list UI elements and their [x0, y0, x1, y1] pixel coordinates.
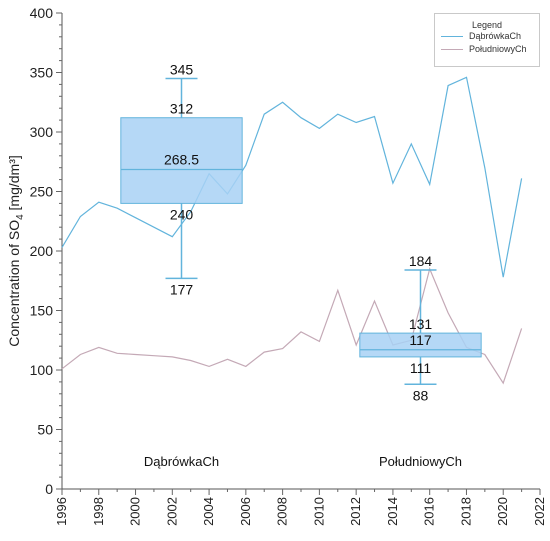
y-axis-label-main: Concentration of SO — [6, 220, 22, 347]
x-tick-label: 1998 — [91, 497, 106, 526]
y-tick-label: 0 — [45, 481, 53, 497]
legend-item-poludniowy: PołudniowyCh — [435, 43, 539, 56]
y-tick-label: 300 — [30, 124, 54, 140]
y-axis-label: Concentration of SO4 [mg/dm³] — [6, 155, 26, 347]
boxplot-group-label-1: PołudniowyCh — [379, 454, 462, 469]
x-tick-label: 2008 — [275, 497, 290, 526]
y-tick-label: 250 — [30, 184, 54, 200]
series-line-1 — [61, 267, 523, 385]
x-tick-label: 2002 — [164, 497, 179, 526]
boxplot-q1-label-0: 240 — [170, 206, 194, 222]
legend-label-poludniowy: PołudniowyCh — [469, 44, 527, 54]
x-tick-label: 2016 — [422, 497, 437, 526]
x-tick-label: 2014 — [385, 497, 400, 526]
x-tick-label: 2006 — [238, 497, 253, 526]
y-tick-label: 100 — [30, 362, 54, 378]
boxplot-q3-label-0: 312 — [170, 101, 194, 117]
x-tick-label: 2020 — [495, 497, 510, 526]
x-tick-label: 2000 — [128, 497, 143, 526]
legend-title: Legend — [471, 20, 503, 30]
series-line-0 — [61, 76, 523, 278]
x-tick-label: 2004 — [201, 497, 216, 526]
y-tick-label: 50 — [37, 422, 53, 438]
legend-swatch-dabrowka — [441, 36, 463, 37]
boxplot-box-0 — [120, 117, 243, 204]
y-tick-label: 200 — [30, 243, 54, 259]
legend-item-dabrowka: DąbrówkaCh — [435, 30, 539, 43]
boxplot-min-label-0: 177 — [170, 281, 194, 297]
boxplot-q3-label-1: 131 — [409, 316, 433, 332]
y-tick-label: 350 — [30, 65, 54, 81]
boxplot-q1-label-1: 111 — [410, 360, 431, 376]
legend-swatch-poludniowy — [441, 49, 463, 50]
x-tick-label: 1996 — [54, 497, 69, 526]
x-tick-label: 2012 — [348, 497, 363, 526]
boxplot-median-label-1: 117 — [409, 332, 432, 348]
x-tick-label: 2010 — [311, 497, 326, 526]
x-tick-label: 2022 — [532, 497, 547, 526]
y-axis-label-unit: [mg/dm³] — [6, 155, 22, 214]
boxplot-max-label-1: 184 — [409, 253, 433, 269]
y-tick-label: 150 — [30, 303, 54, 319]
legend: Legend DąbrówkaCh PołudniowyCh — [434, 13, 540, 67]
y-axis-label-subscript: 4 — [15, 214, 26, 220]
x-tick-label: 2018 — [458, 497, 473, 526]
boxplot-group-label-0: DąbrówkaCh — [144, 454, 219, 469]
boxplot-max-label-0: 345 — [170, 61, 194, 77]
boxplot-median-label-0: 268.5 — [164, 151, 199, 167]
legend-label-dabrowka: DąbrówkaCh — [469, 31, 522, 41]
boxplot-min-label-1: 88 — [413, 387, 429, 403]
y-tick-label: 400 — [30, 5, 54, 21]
